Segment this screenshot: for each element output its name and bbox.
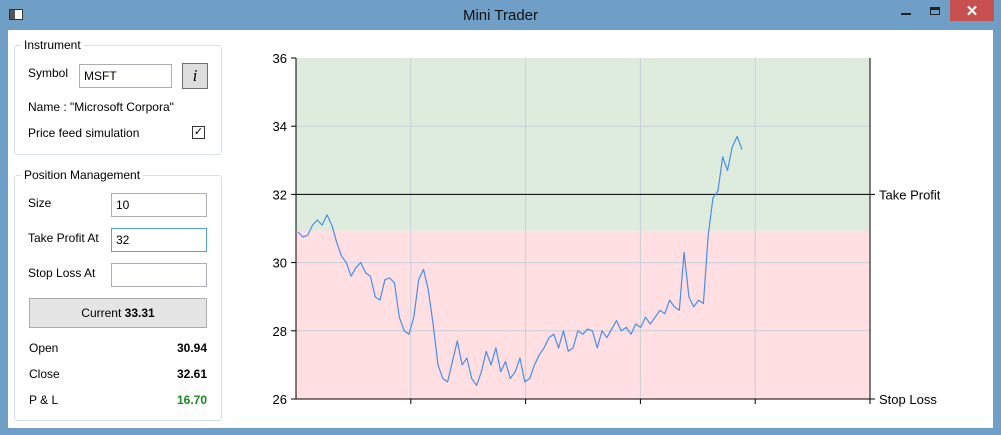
minimize-button[interactable]: [892, 0, 920, 21]
y-tick-label: 30: [273, 256, 287, 271]
info-icon: i: [192, 66, 198, 85]
reference-line-label: Take Profit: [879, 187, 941, 202]
position-management-group: Position Management: [14, 168, 222, 421]
instrument-group: Instrument: [14, 38, 222, 155]
open-label: Open: [29, 341, 59, 355]
take-profit-input[interactable]: [111, 228, 207, 252]
instrument-legend: Instrument: [24, 38, 81, 52]
minimize-icon: [901, 12, 911, 15]
checkmark-icon: ✓: [193, 126, 204, 138]
current-price-value: 33.31: [124, 306, 155, 320]
close-label: Close: [29, 367, 60, 381]
close-value: 32.61: [176, 367, 207, 381]
open-value: 30.94: [176, 341, 207, 355]
client-area: Instrument Symbol i Name : "Microsoft Co…: [8, 30, 993, 428]
y-tick-label: 34: [273, 119, 287, 134]
instrument-name: Name : "Microsoft Corpora": [28, 100, 174, 114]
take-profit-label: Take Profit At: [28, 231, 99, 245]
window-title: Mini Trader: [462, 7, 539, 24]
position-legend: Position Management: [24, 168, 141, 182]
y-tick-label: 28: [273, 324, 287, 339]
size-label: Size: [28, 196, 52, 210]
close-button[interactable]: ✕: [950, 0, 994, 21]
y-tick-label: 26: [273, 392, 287, 407]
instrument-info-button[interactable]: i: [182, 63, 208, 89]
maximize-icon: [930, 6, 940, 15]
price-series-line: [297, 135, 743, 386]
chart-band-1: [296, 230, 870, 399]
chart-band-0: [296, 58, 870, 231]
app-window-icon[interactable]: [9, 9, 23, 20]
y-tick-label: 36: [273, 51, 287, 66]
current-price-button[interactable]: Current 33.31: [29, 298, 207, 328]
symbol-input[interactable]: [79, 64, 172, 88]
price-chart: 26 28 30 32 34 36 Take Profit Stop Loss: [273, 51, 941, 407]
current-price-prefix: Current: [81, 306, 125, 320]
close-icon: ✕: [965, 2, 979, 20]
stop-loss-input[interactable]: [111, 263, 207, 287]
pl-label: P & L: [29, 393, 59, 407]
pl-value: 16.70: [176, 393, 207, 407]
maximize-button[interactable]: [921, 0, 949, 21]
symbol-label: Symbol: [28, 66, 69, 80]
stop-loss-label: Stop Loss At: [28, 266, 96, 280]
size-input[interactable]: [111, 193, 207, 217]
reference-line-label: Stop Loss: [879, 392, 937, 407]
y-tick-label: 32: [273, 187, 287, 202]
price-feed-checkbox[interactable]: ✓: [192, 126, 205, 139]
price-feed-label: Price feed simulation: [28, 126, 140, 140]
title-bar[interactable]: Mini Trader ✕: [0, 0, 1001, 30]
